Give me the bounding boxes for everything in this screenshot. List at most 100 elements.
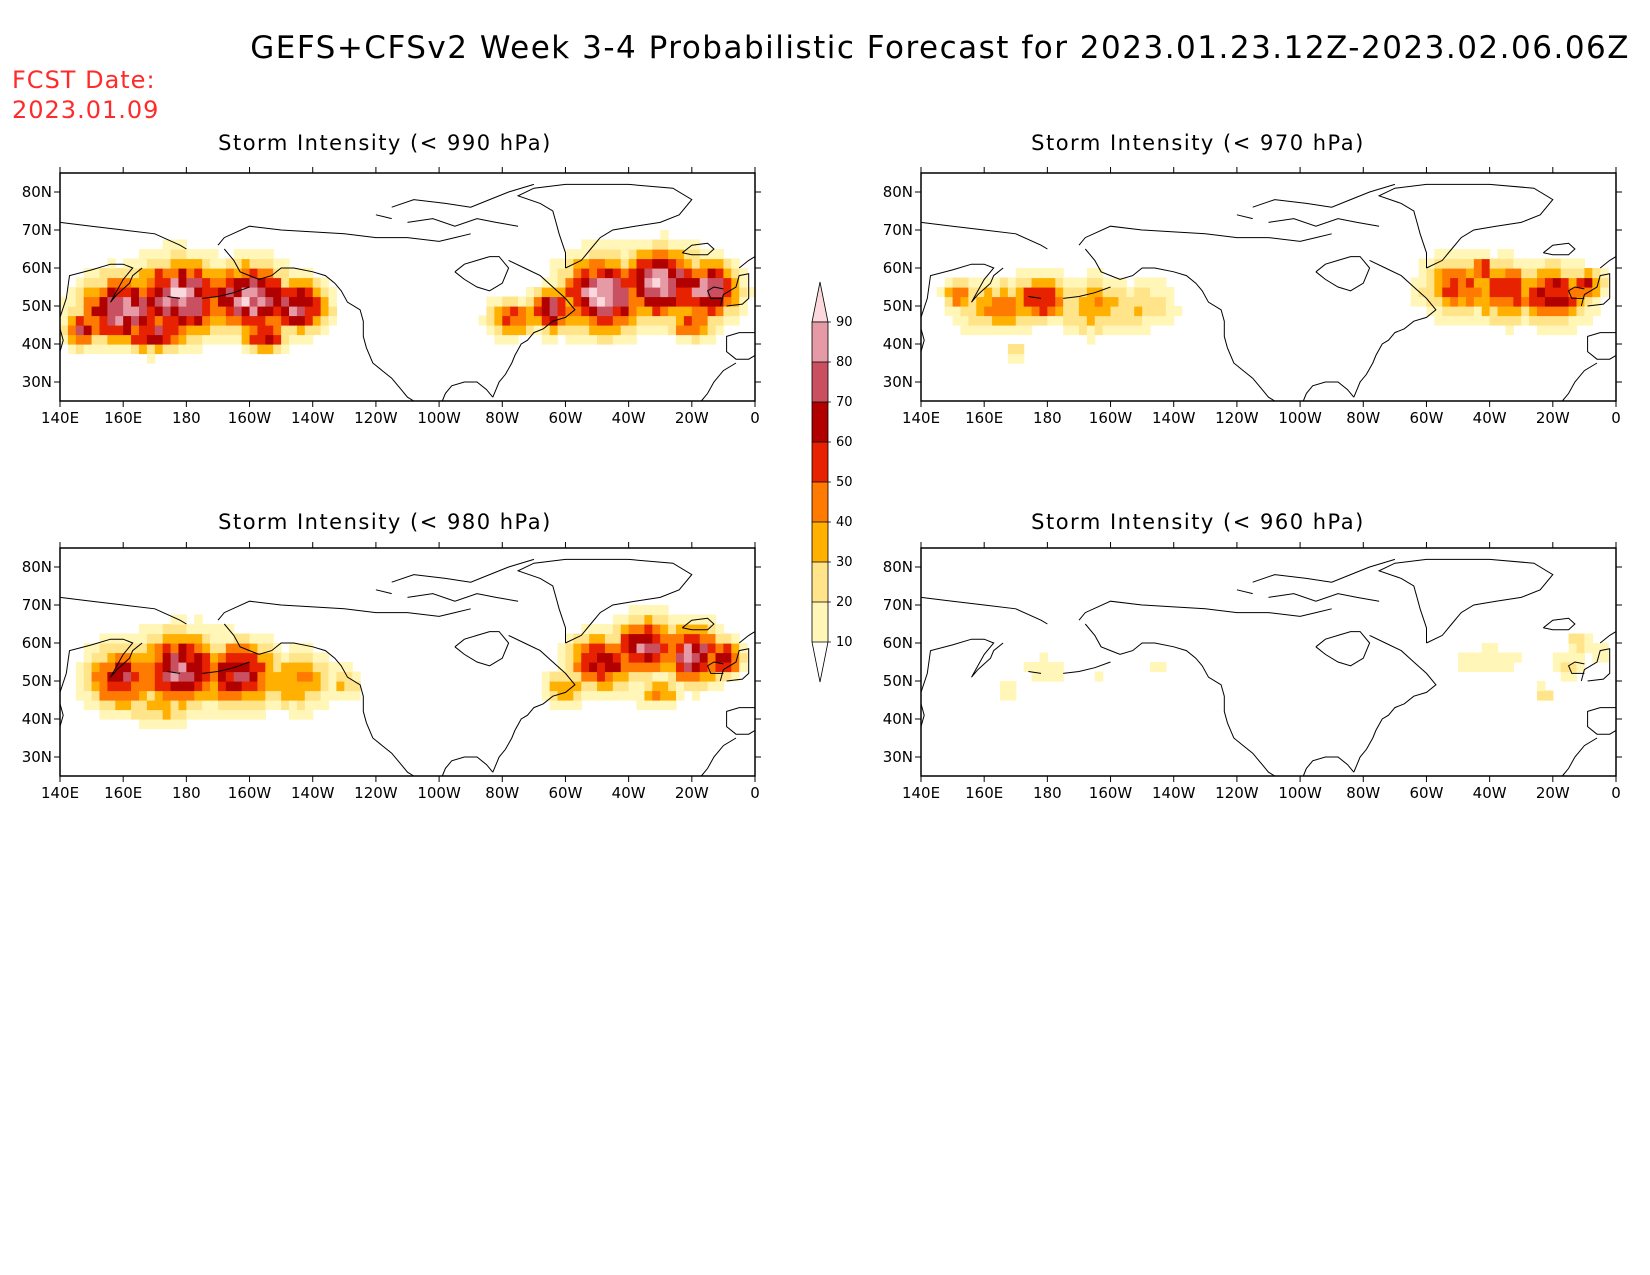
probability-cell — [999, 325, 1009, 336]
coastline — [1252, 183, 1396, 208]
probability-cell — [1165, 306, 1175, 317]
probability-cell — [573, 652, 582, 663]
probability-field — [936, 249, 1609, 364]
probability-cell — [612, 268, 622, 279]
probability-cell — [699, 268, 709, 279]
probability-cell — [565, 249, 574, 260]
probability-cell — [604, 671, 614, 682]
coastline — [1567, 661, 1585, 674]
coastline — [920, 221, 1048, 250]
probability-cell — [715, 325, 725, 336]
probability-cell — [691, 287, 701, 298]
probability-cell — [620, 249, 630, 260]
probability-cell — [683, 306, 693, 317]
probability-cell — [510, 315, 519, 326]
probability-cell — [1505, 325, 1514, 336]
probability-cell — [257, 268, 266, 279]
probability-cell — [620, 690, 630, 701]
probability-cell — [628, 652, 638, 663]
probability-cell — [620, 315, 630, 326]
probability-cell — [1600, 268, 1609, 279]
probability-cell — [699, 681, 709, 692]
probability-cell — [312, 700, 322, 711]
probability-cell — [312, 681, 322, 692]
probability-cell — [565, 643, 574, 654]
coastline — [1599, 631, 1617, 644]
probability-cell — [612, 239, 622, 250]
probability-cell — [549, 296, 559, 307]
probability-cell — [644, 249, 653, 260]
probability-cell — [249, 315, 259, 326]
probability-cell — [699, 315, 709, 326]
probability-cell — [976, 277, 985, 288]
probability-cell — [581, 662, 590, 673]
coastline — [223, 248, 415, 402]
coastline — [202, 661, 250, 674]
probability-cell — [320, 287, 330, 298]
probability-cell — [699, 662, 709, 673]
probability-cell — [502, 306, 511, 317]
probability-cell — [1568, 633, 1578, 644]
lon-label: 180 — [172, 784, 201, 802]
probability-cell — [557, 671, 567, 682]
probability-cell — [1552, 652, 1562, 663]
probability-cell — [233, 287, 243, 298]
probability-cell — [597, 334, 606, 345]
probability-cell — [660, 306, 669, 317]
probability-cell — [75, 325, 85, 336]
coastline — [1561, 737, 1598, 777]
probability-cell — [75, 306, 85, 317]
probability-cell — [123, 643, 132, 654]
probability-cell — [83, 315, 93, 326]
probability-cell — [604, 277, 614, 288]
probability-cell — [1434, 277, 1443, 288]
probability-cell — [573, 671, 582, 682]
probability-cell — [1142, 277, 1151, 288]
coastlines — [920, 183, 1617, 402]
probability-cell — [217, 681, 227, 692]
probability-cell — [1568, 306, 1578, 317]
lon-label: 80W — [485, 409, 519, 427]
probability-cell — [281, 344, 290, 355]
probability-cell — [699, 334, 709, 345]
coastline — [454, 256, 510, 292]
probability-cell — [154, 690, 164, 701]
coastline — [1302, 756, 1355, 777]
probability-cell — [241, 690, 251, 701]
probability-cell — [194, 690, 203, 701]
lon-label: 120W — [354, 784, 398, 802]
probability-cell — [992, 287, 1001, 298]
probability-cell — [83, 700, 93, 711]
probability-cell — [510, 306, 519, 317]
probability-cell — [612, 334, 622, 345]
probability-cell — [178, 277, 187, 288]
probability-cell — [91, 334, 101, 345]
probability-cell — [186, 258, 195, 269]
probability-cell — [652, 671, 661, 682]
lat-label: 80N — [22, 558, 52, 576]
probability-cell — [1473, 315, 1483, 326]
probability-cell — [249, 690, 259, 701]
probability-cell — [115, 277, 124, 288]
probability-cell — [676, 249, 685, 260]
probability-cell — [296, 700, 306, 711]
probability-cell — [612, 681, 622, 692]
probability-cell — [344, 681, 353, 692]
lat-label: 40N — [883, 710, 913, 728]
probability-cell — [604, 681, 614, 692]
probability-cell — [115, 334, 124, 345]
probability-cell — [289, 325, 298, 336]
colorbar-label: 30 — [836, 555, 853, 570]
probability-cell — [162, 239, 172, 250]
probability-cell — [289, 643, 298, 654]
probability-cell — [731, 671, 740, 682]
probability-cell — [644, 690, 653, 701]
probability-cell — [565, 296, 574, 307]
probability-cell — [691, 249, 701, 260]
probability-cell — [1039, 652, 1048, 663]
probability-cell — [549, 334, 559, 345]
probability-cell — [296, 681, 306, 692]
probability-cell — [123, 315, 132, 326]
probability-cell — [1007, 325, 1017, 336]
coastline — [217, 600, 471, 621]
